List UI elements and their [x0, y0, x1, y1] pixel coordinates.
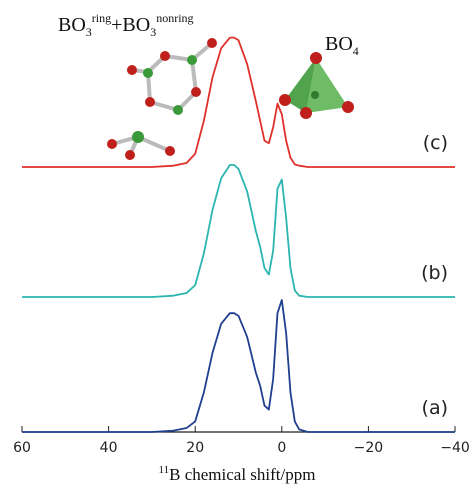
- annotation-sub: 4: [353, 44, 359, 58]
- spectrum-line: [22, 164, 455, 298]
- annotation-sup: nonring: [156, 11, 193, 25]
- annotation-sub: 3: [86, 25, 92, 39]
- x-tick-label: −20: [354, 440, 384, 456]
- annotation: BO4: [325, 33, 359, 58]
- annotation-text: BO: [325, 33, 353, 55]
- x-tick-label: 0: [277, 440, 286, 456]
- x-tick-label: 40: [100, 440, 118, 456]
- annotation-text: +BO: [111, 14, 150, 36]
- x-tick-label: −40: [440, 440, 470, 456]
- annotation-text: BO: [58, 14, 86, 36]
- x-axis-label-sup: 11: [159, 464, 170, 476]
- tetrahedron: [279, 52, 354, 119]
- series-label: (a): [422, 397, 448, 419]
- series-label: (c): [423, 132, 448, 154]
- x-axis-label: 11B chemical shift/ppm: [159, 464, 316, 484]
- series-label: (b): [421, 262, 448, 284]
- molecule-atoms: [107, 38, 217, 160]
- x-tick-label: 60: [13, 440, 31, 456]
- spectrum-line: [22, 36, 455, 168]
- spectrum-line: [22, 299, 455, 433]
- annotation-sup: ring: [92, 11, 111, 25]
- annotation: BO3ring+BO3nonring: [58, 11, 194, 39]
- annotation-sub: 3: [150, 25, 156, 39]
- x-axis-label-text: B chemical shift/ppm: [169, 465, 315, 484]
- x-tick-label: 20: [186, 440, 204, 456]
